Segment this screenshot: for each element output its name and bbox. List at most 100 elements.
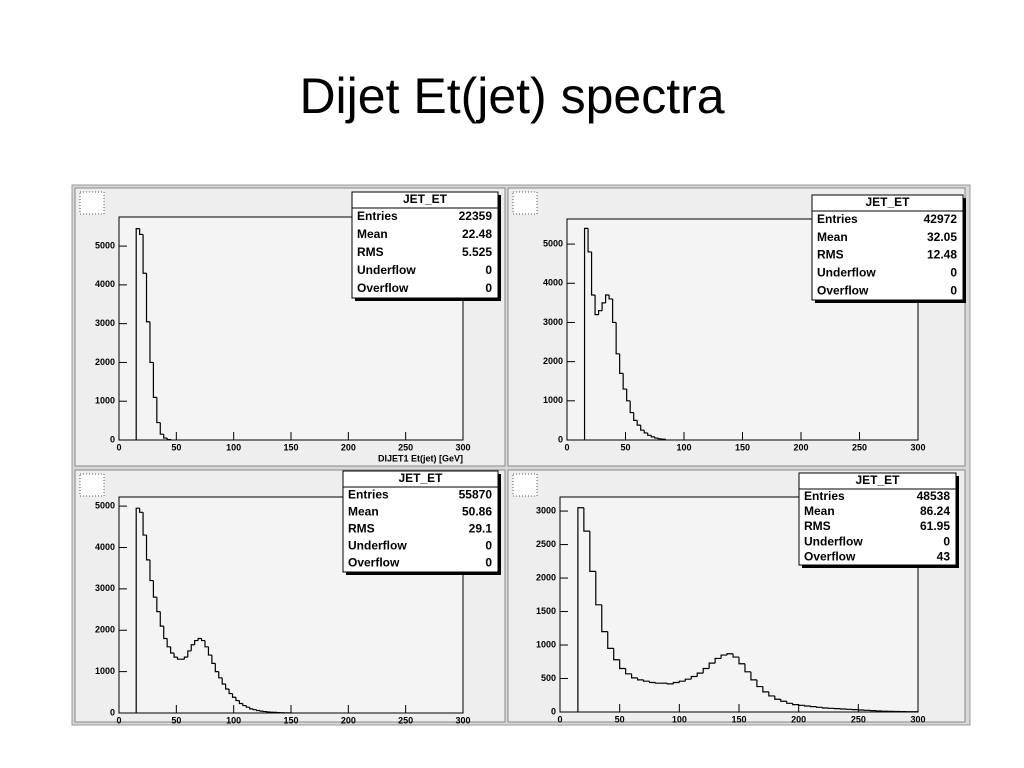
stats-value: 0 (485, 556, 492, 570)
stats-label: Entries (357, 209, 398, 223)
x-tick-label: 100 (672, 714, 687, 724)
histogram-bin (640, 425, 645, 431)
pad-menu-box (512, 191, 538, 215)
histogram-bin (702, 667, 710, 674)
stats-label: Entries (348, 488, 389, 502)
histogram-bin (657, 438, 662, 440)
histogram-bin (625, 668, 632, 675)
stats-label: Mean (348, 505, 379, 519)
histogram-bin (142, 512, 147, 536)
histogram-bin (173, 653, 178, 658)
y-tick-label: 2500 (536, 539, 556, 549)
stats-label: RMS (348, 522, 375, 536)
histogram-bin (792, 703, 799, 706)
y-tick-label: 1000 (536, 639, 556, 649)
stats-label: RMS (804, 519, 831, 533)
histogram-bin (810, 705, 817, 708)
stats-value: 43 (937, 550, 951, 564)
x-tick-label: 100 (226, 442, 241, 452)
stats-label: Overflow (348, 556, 400, 570)
histogram-bin (643, 430, 648, 434)
x-tick-label: 0 (564, 442, 569, 452)
histogram-bin (636, 420, 641, 426)
histogram-bin (626, 389, 631, 402)
histogram-bin (583, 507, 590, 532)
histogram-bin (163, 434, 168, 439)
histogram-bin (608, 295, 613, 300)
stats-title: JET_ET (865, 195, 910, 209)
histogram-bin (183, 656, 188, 660)
histogram-bin (821, 707, 829, 709)
x-tick-label: 150 (283, 715, 298, 725)
stats-label: Overflow (804, 550, 856, 564)
stats-title: JET_ET (403, 192, 448, 206)
histogram-bin (228, 689, 233, 695)
x-tick-label: 100 (676, 442, 691, 452)
stats-value: 50.86 (462, 505, 492, 519)
x-tick-label: 0 (116, 715, 121, 725)
stats-label: Underflow (348, 539, 407, 553)
histogram-bin (678, 680, 686, 683)
histogram-bin (194, 639, 199, 645)
histogram-bin (732, 653, 739, 658)
histogram-bin (786, 701, 793, 704)
histogram-bin (648, 681, 656, 684)
histogram-bin (218, 671, 223, 679)
histogram-bin (629, 400, 634, 414)
x-tick-label: 200 (791, 714, 806, 724)
stats-box (811, 194, 964, 301)
stats-label: Entries (804, 489, 845, 503)
histogram-bin (750, 671, 757, 681)
histogram-bin (666, 683, 674, 685)
y-tick-label: 2000 (95, 357, 115, 367)
histogram-bin (633, 412, 638, 422)
x-tick-label: 200 (341, 442, 356, 452)
pad-menu-box (79, 473, 105, 497)
histogram-bin (605, 294, 610, 303)
histogram-bin (622, 373, 627, 390)
histogram-bin (166, 438, 172, 441)
histogram-bin (696, 672, 704, 677)
histogram-bin (780, 699, 787, 702)
histogram-bin (145, 273, 150, 323)
histogram-bin (720, 654, 728, 659)
histogram-bin (142, 234, 147, 274)
pad-menu-box (79, 191, 105, 215)
y-tick-label: 2000 (95, 625, 115, 635)
y-tick-label: 4000 (95, 542, 115, 552)
x-tick-label: 50 (171, 442, 181, 452)
histogram-bin (597, 310, 603, 315)
y-tick-label: 5000 (95, 240, 115, 250)
histogram-bin (619, 659, 626, 670)
histogram-bin (684, 678, 692, 682)
histogram-bin (152, 580, 157, 598)
stats-box (351, 191, 499, 299)
x-tick-label: 200 (341, 715, 356, 725)
x-tick-label: 100 (226, 715, 241, 725)
histogram-bin (589, 531, 596, 572)
histogram-bin (815, 706, 823, 708)
histogram-bin (587, 228, 592, 253)
histogram-bin (650, 435, 655, 438)
histogram-bin (163, 626, 168, 640)
histogram-bin (145, 535, 150, 561)
histogram-bin (197, 637, 202, 641)
histogram-bin (756, 679, 763, 688)
y-tick-label: 500 (541, 673, 556, 683)
stats-value: 0 (485, 263, 492, 277)
stats-value: 0 (950, 265, 957, 279)
stats-value: 55870 (459, 488, 493, 502)
histogram-bin (139, 228, 144, 236)
histogram-bin (672, 681, 680, 684)
histogram-bin (200, 638, 205, 642)
stats-box (342, 470, 499, 573)
histogram-bin (654, 436, 659, 439)
x-tick-label: 300 (455, 442, 470, 452)
histogram-bin (242, 703, 247, 707)
x-tick-label: 300 (910, 442, 925, 452)
stats-value: 0 (943, 534, 950, 548)
histogram-bin (149, 559, 154, 582)
stats-label: Underflow (804, 534, 863, 548)
histogram-bin (595, 571, 602, 606)
